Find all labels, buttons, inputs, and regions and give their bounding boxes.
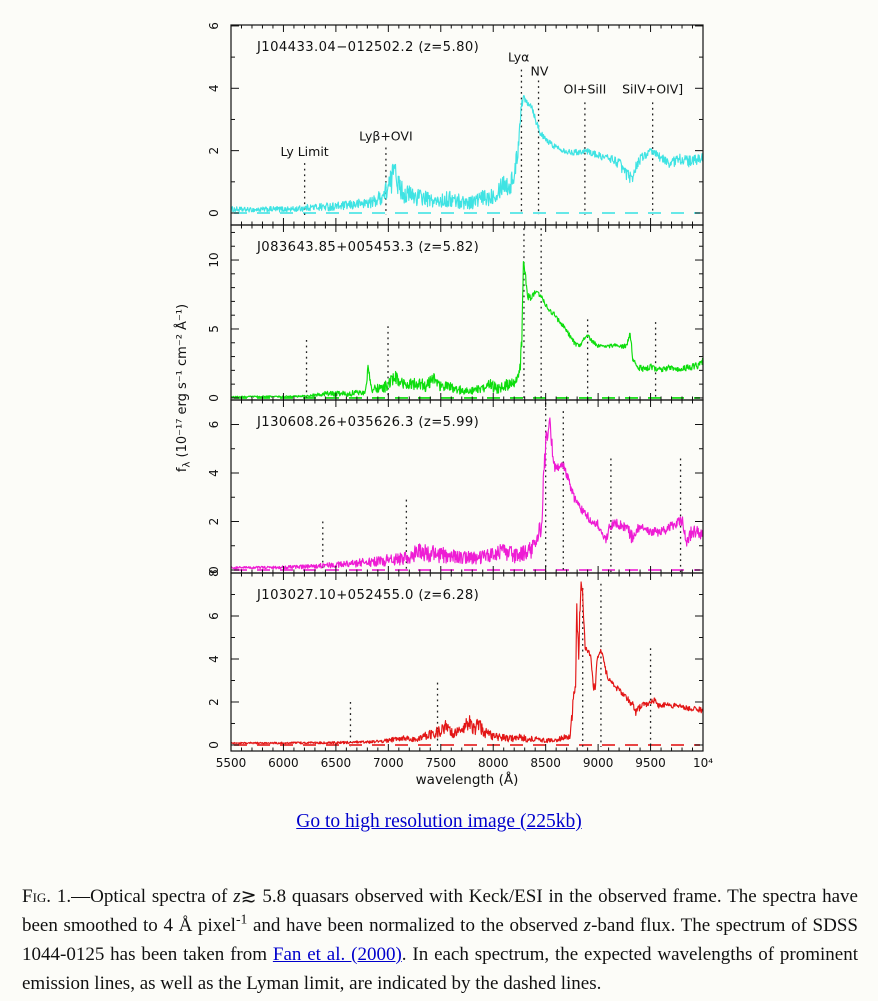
caption-text: ≳ 5.8 quasars observed with Keck/ESI in … <box>22 886 858 936</box>
panel-frame <box>230 572 704 752</box>
caption-text: z <box>233 886 241 907</box>
caption-reference-link[interactable]: Fan et al. (2000) <box>272 944 402 965</box>
caption-text: and have been normalized to the observed <box>247 915 584 936</box>
emission-line-label: SiIV+OIV] <box>622 81 683 96</box>
caption-text: z <box>583 915 592 936</box>
caption-text: -1 <box>235 911 248 927</box>
x-tick-label: 9500 <box>635 756 666 770</box>
y-tick-label: 2 <box>207 698 221 706</box>
high-res-link-row: Go to high resolution image (225kb) <box>0 809 878 835</box>
x-tick-label: 7000 <box>373 756 404 770</box>
panel-title: J104433.04−012502.2 (z=5.80) <box>256 40 479 55</box>
panel-2: 0 5 10 J083643.85+005453.3 (z=5.82) <box>207 224 704 402</box>
figure-caption: Fig. 1.—Optical spectra of z≳ 5.8 quasar… <box>22 882 858 998</box>
panel-title: J103027.10+052455.0 (z=6.28) <box>256 588 479 603</box>
caption-text: -band flux. The spectrum of SDSS 1044-01… <box>22 915 858 965</box>
spectrum-trace <box>230 95 704 213</box>
emission-line-label: NV <box>531 63 549 78</box>
quasar-spectra-figure: Ly Limit Lyβ+OVI Lyα NV OI+SiII SiIV+OIV] 0 2 4 6… <box>174 22 713 788</box>
spectrum-trace <box>230 417 704 570</box>
y-tick-label: 6 <box>207 421 221 429</box>
panel-4: 0 2 4 6 8 J103027.10+052455.0 (z=6.28) <box>207 569 704 752</box>
x-tick-label: 5500 <box>216 756 247 770</box>
panel-title: J083643.85+005453.3 (z=5.82) <box>256 240 479 255</box>
high-res-link[interactable]: Go to high resolution image (225kb) <box>296 811 582 832</box>
panel-frame <box>230 24 704 226</box>
caption-text: Fig. 1. <box>22 886 72 907</box>
x-axis-label: wavelength (Å) <box>416 771 519 788</box>
caption-text: —Optical spectra of <box>71 886 234 907</box>
panel-3: 0 2 4 6 J130608.26+035626.3 (z=5.99) <box>207 399 704 574</box>
emission-line-label: OI+SiII <box>564 81 607 96</box>
x-tick-label: 10⁴ <box>693 756 713 770</box>
spectrum-trace <box>230 581 704 745</box>
y-tick-label: 2 <box>207 518 221 526</box>
y-tick-label: 4 <box>207 84 221 92</box>
caption-text: . In each spectrum, the expected wavelen… <box>22 944 859 994</box>
x-tick-label: 6000 <box>268 756 299 770</box>
y-tick-label: 4 <box>207 655 221 663</box>
panel-title: J130608.26+035626.3 (z=5.99) <box>256 415 479 430</box>
y-tick-label: 0 <box>207 566 221 574</box>
emission-line-label: Ly Limit <box>281 144 329 159</box>
y-tick-label: 8 <box>207 569 221 577</box>
y-tick-label: 0 <box>207 209 221 217</box>
y-tick-label: 10 <box>207 252 221 267</box>
y-tick-label: 0 <box>207 741 221 749</box>
y-tick-label: 0 <box>207 394 221 402</box>
y-tick-label: 6 <box>207 612 221 620</box>
x-tick-label: 9000 <box>583 756 614 770</box>
x-tick-label: 6500 <box>321 756 352 770</box>
x-tick-label: 7500 <box>426 756 457 770</box>
spectrum-trace <box>230 261 704 398</box>
y-tick-label: 4 <box>207 469 221 477</box>
x-tick-label: 8500 <box>530 756 561 770</box>
y-axis-label: fλ (10⁻¹⁷ erg s⁻¹ cm⁻² Å⁻¹) <box>174 304 193 472</box>
y-tick-label: 2 <box>207 147 221 155</box>
emission-line-label: Lyβ+OVI <box>359 129 413 144</box>
y-tick-label: 5 <box>207 325 221 333</box>
y-tick-label: 6 <box>207 22 221 30</box>
x-tick-label: 8000 <box>478 756 509 770</box>
emission-line-label: Lyα <box>508 50 529 65</box>
